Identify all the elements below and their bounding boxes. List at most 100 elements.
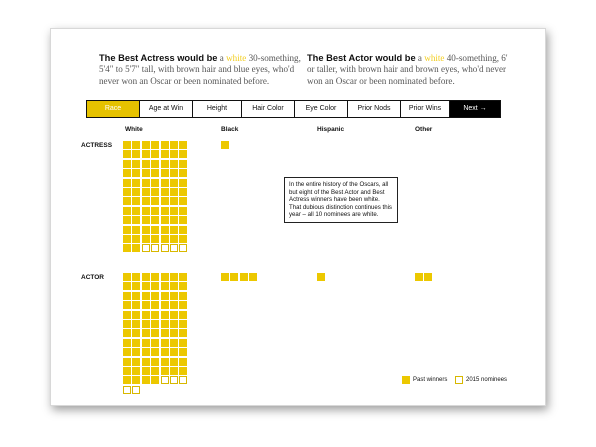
past-winner-square [169,178,178,187]
past-winner-square [179,291,188,300]
actress-headline-article: a [217,53,227,63]
past-winner-square [169,319,178,328]
past-winner-square [132,169,141,178]
past-winner-square [132,357,141,366]
past-winner-square [132,282,141,291]
past-winner-square [179,348,188,357]
row-label-actor: ACTOR [81,274,104,281]
past-winner-square [132,329,141,338]
past-winner-square [141,348,150,357]
past-winner-square [132,273,141,281]
past-winner-square [239,273,248,281]
past-winner-square [141,291,150,300]
past-winner-square [123,376,131,385]
past-winner-square [169,159,178,168]
nominee-square [123,385,131,394]
tab-age-at-win[interactable]: Age at Win [139,100,193,118]
past-winner-square [160,169,169,178]
past-winner-square [132,338,141,347]
past-winner-square [230,273,239,281]
past-winner-square [169,357,178,366]
category-tabs: Race Age at Win Height Hair Color Eye Co… [86,100,501,118]
past-winner-square [123,329,131,338]
past-winner-square [132,376,141,385]
past-winner-square [179,310,188,319]
past-winner-square [169,150,178,159]
past-winner-square [123,197,131,206]
nominee-square [151,244,160,253]
actor-headline: The Best Actor would be a white 40-somet… [307,53,515,87]
grid-actor-hispanic [317,273,381,281]
past-winner-square [151,301,160,310]
past-winner-square [160,216,169,225]
past-winner-square [179,169,188,178]
past-winner-square [151,319,160,328]
past-winner-square [317,273,325,281]
past-winner-square [123,348,131,357]
grid-actor-black [221,273,285,281]
past-winner-square [151,310,160,319]
past-winner-square [169,366,178,375]
past-winner-square [160,206,169,215]
past-winner-square [132,310,141,319]
next-button[interactable]: Next → [449,100,501,118]
past-winner-square [160,310,169,319]
past-winner-square [160,366,169,375]
past-winner-square [141,376,150,385]
past-winner-square [132,197,141,206]
legend-past-winners: Past winners [402,376,447,384]
past-winner-square [179,234,188,243]
tab-height[interactable]: Height [192,100,242,118]
past-winner-square [141,366,150,375]
past-winner-square [132,301,141,310]
past-winner-square [221,273,229,281]
column-label-black: Black [221,126,239,133]
past-winner-square [169,310,178,319]
column-label-hispanic: Hispanic [317,126,345,133]
past-winner-square [141,282,150,291]
nominee-square [169,376,178,385]
tab-prior-wins[interactable]: Prior Wins [400,100,450,118]
past-winner-square [141,338,150,347]
past-winner-square [169,197,178,206]
past-winner-square [151,216,160,225]
past-winner-square [141,273,150,281]
past-winner-square [169,301,178,310]
legend-nominee-swatch [455,376,463,384]
past-winner-square [169,291,178,300]
nominee-square [179,376,188,385]
grid-actor-white [123,273,188,394]
past-winner-square [123,206,131,215]
past-winner-square [123,187,131,196]
past-winner-square [123,159,131,168]
past-winner-square [169,216,178,225]
past-winner-square [141,159,150,168]
past-winner-square [132,234,141,243]
past-winner-square [151,234,160,243]
past-winner-square [179,338,188,347]
past-winner-square [132,187,141,196]
past-winner-square [132,319,141,328]
past-winner-square [160,329,169,338]
tab-prior-nods[interactable]: Prior Nods [347,100,401,118]
past-winner-square [160,282,169,291]
past-winner-square [132,366,141,375]
past-winner-square [179,150,188,159]
past-winner-square [151,291,160,300]
actress-headline: The Best Actress would be a white 30-som… [99,53,307,87]
actor-headline-lead: The Best Actor would be [307,53,416,63]
past-winner-square [123,225,131,234]
tab-eye-color[interactable]: Eye Color [294,100,348,118]
past-winner-square [151,141,160,149]
tab-hair-color[interactable]: Hair Color [241,100,295,118]
nominee-square [160,376,169,385]
past-winner-square [179,216,188,225]
past-winner-square [151,338,160,347]
tab-race[interactable]: Race [86,100,140,118]
column-label-other: Other [415,126,433,133]
past-winner-square [132,225,141,234]
past-winner-square [151,197,160,206]
past-winner-square [132,150,141,159]
past-winner-square [132,141,141,149]
actress-headline-lead: The Best Actress would be [99,53,218,63]
